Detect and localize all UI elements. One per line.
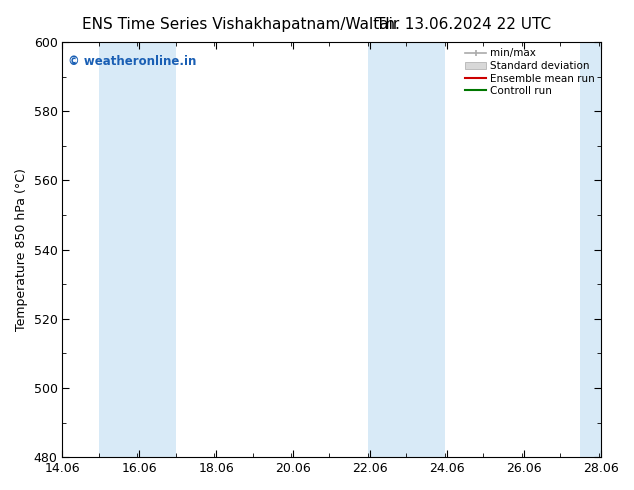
Bar — [368, 42, 445, 457]
Bar — [99, 42, 176, 457]
Legend: min/max, Standard deviation, Ensemble mean run, Controll run: min/max, Standard deviation, Ensemble me… — [462, 45, 598, 99]
Bar — [579, 42, 634, 457]
Y-axis label: Temperature 850 hPa (°C): Temperature 850 hPa (°C) — [15, 168, 28, 331]
Text: ENS Time Series Vishakhapatnam/Waltair: ENS Time Series Vishakhapatnam/Waltair — [82, 17, 399, 32]
Text: Th. 13.06.2024 22 UTC: Th. 13.06.2024 22 UTC — [377, 17, 552, 32]
Text: © weatheronline.in: © weatheronline.in — [68, 54, 196, 68]
